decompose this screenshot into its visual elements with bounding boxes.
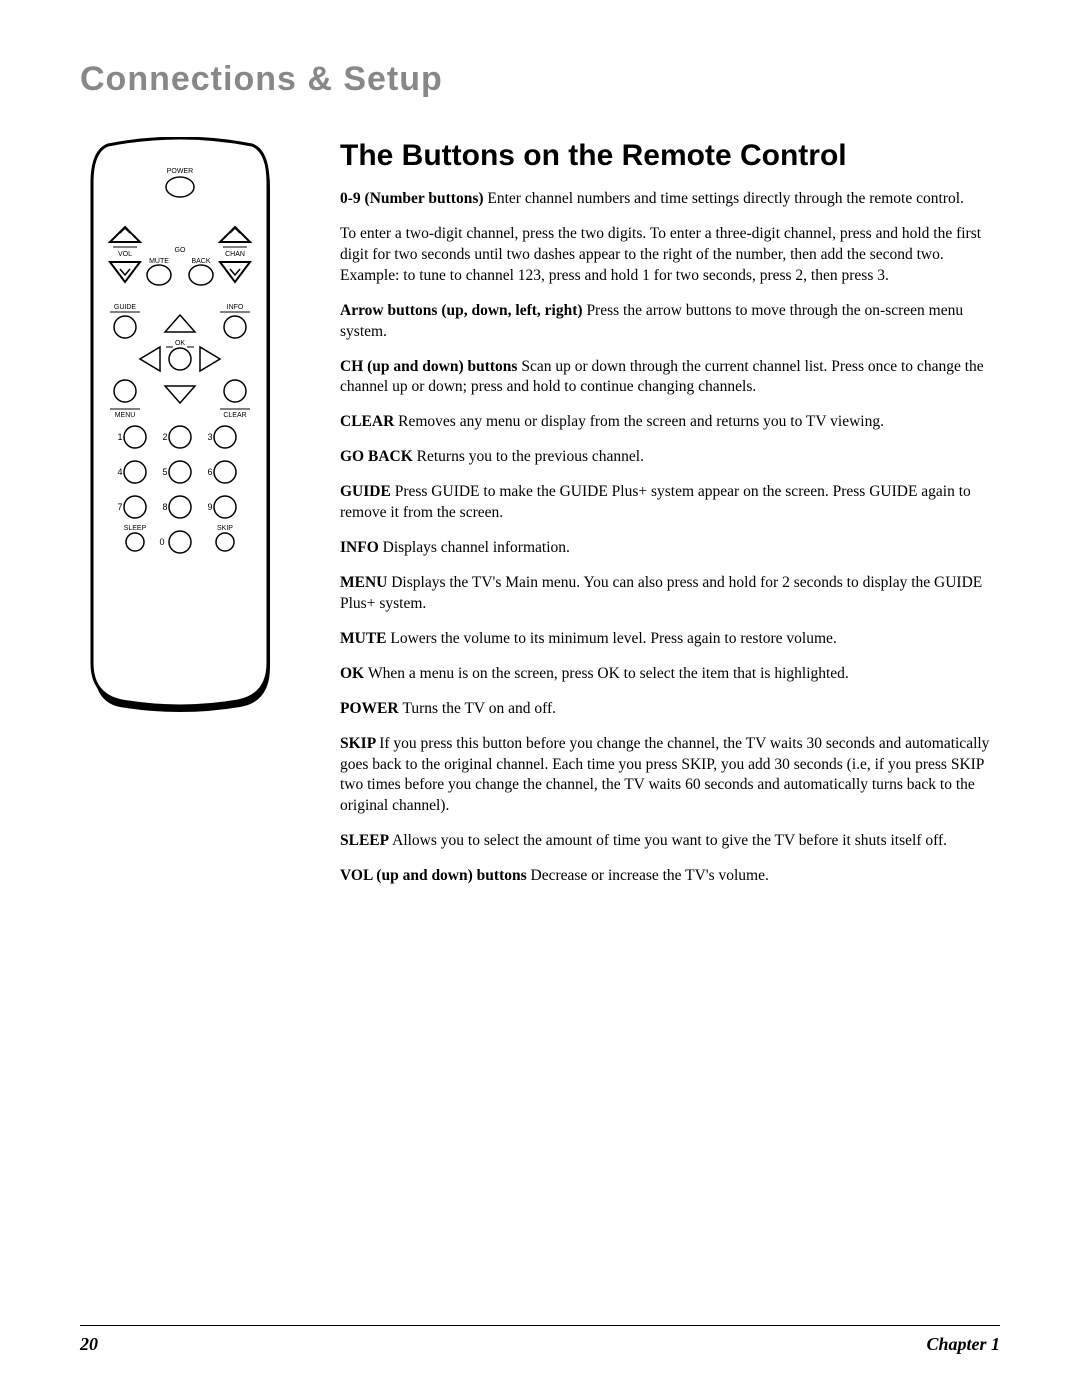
para-14: VOL (up and down) buttons Decrease or in… — [340, 866, 1000, 887]
remote-btn-clear — [224, 380, 246, 402]
text-column: The Buttons on the Remote Control 0-9 (N… — [340, 137, 1000, 901]
svg-text:4: 4 — [117, 467, 122, 477]
section-title: Connections & Setup — [80, 60, 1000, 99]
para-12: SKIP If you press this button before you… — [340, 734, 1000, 818]
remote-label-vol: VOL — [118, 251, 132, 258]
para-4: CLEAR Removes any menu or display from t… — [340, 412, 1000, 433]
svg-text:6: 6 — [207, 467, 212, 477]
page-footer: 20 Chapter 1 — [80, 1325, 1000, 1355]
chapter-label: Chapter 1 — [926, 1334, 1000, 1355]
page-number: 20 — [80, 1334, 98, 1355]
svg-text:3: 3 — [207, 432, 212, 442]
remote-btn-menu — [114, 380, 136, 402]
remote-label-back: BACK — [191, 258, 210, 265]
para-1: To enter a two-digit channel, press the … — [340, 224, 1000, 287]
remote-btn-guide — [114, 316, 136, 338]
para-2: Arrow buttons (up, down, left, right) Pr… — [340, 301, 1000, 343]
para-7: INFO Displays channel information. — [340, 538, 1000, 559]
svg-text:5: 5 — [162, 467, 167, 477]
remote-label-chan: CHAN — [225, 251, 245, 258]
para-11: POWER Turns the TV on and off. — [340, 699, 1000, 720]
remote-label-power: POWER — [167, 168, 193, 175]
remote-btn-goback — [189, 265, 213, 285]
remote-label-go: GO — [175, 247, 186, 254]
svg-text:7: 7 — [117, 502, 122, 512]
para-5: GO BACK Returns you to the previous chan… — [340, 447, 1000, 468]
remote-svg: POWER VOL GO CHAN MUTE BACK — [80, 137, 280, 717]
svg-text:1: 1 — [117, 432, 122, 442]
para-6: GUIDE Press GUIDE to make the GUIDE Plus… — [340, 482, 1000, 524]
remote-btn-power — [166, 177, 194, 197]
remote-label-ok: OK — [175, 340, 185, 347]
para-8: MENU Displays the TV's Main menu. You ca… — [340, 573, 1000, 615]
svg-text:2: 2 — [162, 432, 167, 442]
remote-btn-mute — [147, 265, 171, 285]
remote-label-mute: MUTE — [149, 258, 169, 265]
remote-label-info: INFO — [227, 304, 244, 311]
remote-btn-skip — [216, 533, 234, 551]
svg-text:SKIP: SKIP — [217, 525, 233, 532]
svg-text:SLEEP: SLEEP — [124, 525, 147, 532]
remote-illustration: POWER VOL GO CHAN MUTE BACK — [80, 137, 310, 722]
remote-label-guide: GUIDE — [114, 304, 137, 311]
para-0: 0-9 (Number buttons) Enter channel numbe… — [340, 189, 1000, 210]
svg-text:0: 0 — [159, 537, 164, 547]
svg-text:8: 8 — [162, 502, 167, 512]
para-10: OK When a menu is on the screen, press O… — [340, 664, 1000, 685]
main-heading: The Buttons on the Remote Control — [340, 139, 1000, 173]
remote-label-menu: MENU — [115, 412, 136, 419]
para-13: SLEEP Allows you to select the amount of… — [340, 831, 1000, 852]
remote-btn-ok — [169, 348, 191, 370]
remote-btn-info — [224, 316, 246, 338]
remote-btn-sleep — [126, 533, 144, 551]
para-3: CH (up and down) buttons Scan up or down… — [340, 357, 1000, 399]
content-row: POWER VOL GO CHAN MUTE BACK — [80, 137, 1000, 901]
svg-text:9: 9 — [207, 502, 212, 512]
para-9: MUTE Lowers the volume to its minimum le… — [340, 629, 1000, 650]
remote-label-clear: CLEAR — [223, 412, 246, 419]
